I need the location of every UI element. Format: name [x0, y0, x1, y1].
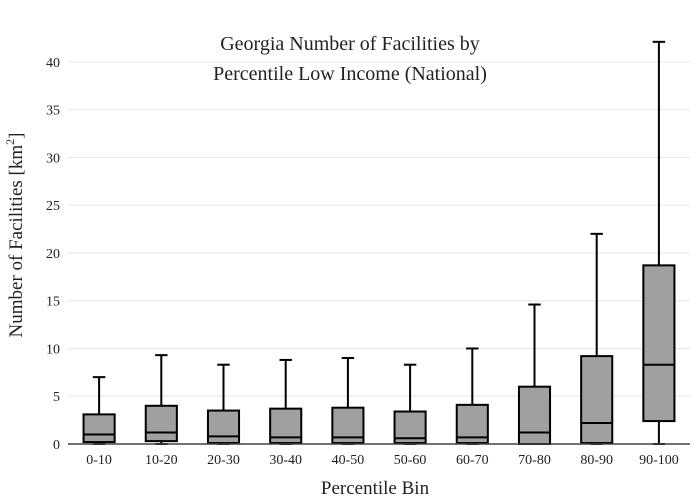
y-tick-label: 10 [46, 342, 60, 357]
iqr-box [206, 409, 241, 445]
y-axis-title: Number of Facilities [km2] [3, 133, 27, 338]
y-tick-label: 5 [53, 390, 60, 405]
y-tick-label: 35 [46, 104, 60, 119]
y-tick-labels: 0 5 10 15 20 25 30 35 40 [46, 56, 60, 453]
iqr-box [144, 404, 178, 443]
y-tick-label: 30 [46, 151, 60, 166]
x-tick-labels: 0-10 10-20 20-30 30-40 40-50 50-60 60-70 70-80 8… [86, 453, 678, 468]
box-plot-60-70 [455, 347, 489, 445]
x-axis-title: Percentile Bin [321, 478, 430, 499]
y-axis-title-main: Number of Facilities [km [6, 145, 27, 338]
iqr-box [82, 413, 116, 444]
chart-title-line-2: Percentile Low Income (National) [213, 63, 487, 85]
iqr-box [642, 264, 676, 423]
y-tick-label: 15 [46, 295, 60, 310]
x-tick-label: 70-80 [518, 453, 551, 468]
box-plot-90-100 [642, 40, 676, 445]
x-tick-label: 30-40 [269, 453, 302, 468]
chart-title-line-1: Georgia Number of Facilities by [220, 33, 480, 55]
y-tick-label: 40 [46, 56, 60, 71]
box-series [82, 40, 676, 445]
box-plot-0-10 [82, 376, 116, 445]
x-tick-label: 10-20 [145, 453, 178, 468]
x-tick-label: 80-90 [580, 453, 613, 468]
y-tick-label: 20 [46, 247, 60, 262]
box-plot-30-40 [269, 358, 303, 445]
box-plot-70-80 [517, 303, 552, 445]
y-axis-title-superscript: 2 [3, 139, 17, 145]
x-tick-label: 40-50 [332, 453, 365, 468]
gridlines [68, 61, 690, 397]
box-plot-10-20 [144, 354, 178, 445]
box-plot-40-50 [331, 357, 365, 445]
x-tick-label: 60-70 [456, 453, 489, 468]
x-tick-label: 0-10 [86, 453, 112, 468]
iqr-box [580, 355, 614, 445]
x-tick-label: 90-100 [639, 453, 679, 468]
y-axis-title-end: ] [6, 133, 27, 139]
y-tick-label: 0 [53, 438, 60, 453]
y-tick-label: 25 [46, 199, 60, 214]
box-plot-50-60 [393, 363, 427, 445]
x-tick-label: 50-60 [394, 453, 427, 468]
box-plot-80-90 [580, 232, 614, 445]
x-tick-label: 20-30 [207, 453, 240, 468]
iqr-box [517, 385, 552, 445]
box-plot-20-30 [206, 363, 241, 445]
